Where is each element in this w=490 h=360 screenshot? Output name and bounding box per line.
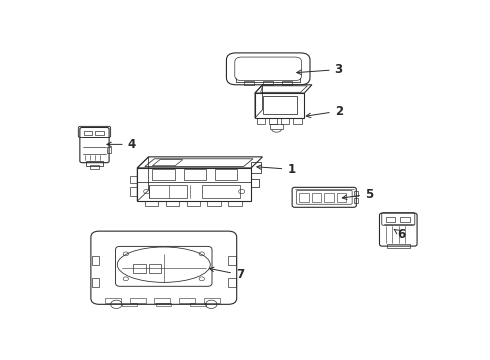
Text: 6: 6 [394, 228, 406, 241]
Bar [387, 244, 410, 248]
Bar [299, 193, 309, 202]
Bar [156, 303, 172, 306]
Bar [257, 118, 265, 124]
Bar [244, 81, 254, 85]
Bar [148, 264, 161, 273]
Bar [269, 118, 277, 124]
Bar [105, 298, 121, 303]
Bar [228, 256, 236, 265]
Bar [166, 201, 179, 206]
Bar [133, 264, 146, 273]
Bar [148, 185, 187, 198]
Bar [281, 81, 292, 85]
Text: 1: 1 [257, 163, 295, 176]
Text: 3: 3 [297, 63, 343, 76]
Text: 2: 2 [306, 105, 343, 118]
Bar [96, 131, 104, 135]
Bar [137, 168, 251, 201]
Bar [255, 93, 304, 118]
Bar [204, 298, 220, 303]
Bar [92, 256, 99, 265]
Bar [179, 298, 195, 303]
Bar [215, 169, 238, 180]
Text: 4: 4 [107, 138, 136, 151]
Bar [354, 198, 358, 203]
Bar [251, 179, 259, 187]
Bar [386, 217, 395, 222]
Text: 5: 5 [343, 188, 373, 201]
Text: 7: 7 [209, 267, 244, 281]
Bar [92, 278, 99, 287]
Bar [187, 201, 200, 206]
Bar [129, 298, 146, 303]
Bar [122, 303, 137, 306]
Bar [324, 193, 334, 202]
Bar [400, 217, 410, 222]
Bar [263, 96, 297, 114]
Bar [130, 176, 137, 183]
Bar [107, 147, 111, 153]
Bar [251, 162, 261, 174]
Bar [207, 201, 220, 206]
Bar [152, 169, 175, 180]
Bar [228, 278, 236, 287]
Bar [294, 118, 302, 124]
Bar [90, 166, 99, 169]
Bar [145, 201, 158, 206]
Bar [312, 193, 321, 202]
Bar [228, 201, 242, 206]
Bar [130, 187, 137, 195]
Bar [86, 161, 103, 166]
Bar [281, 118, 290, 124]
Bar [154, 298, 170, 303]
Bar [84, 131, 93, 135]
Bar [354, 191, 358, 196]
Bar [337, 193, 346, 202]
Bar [184, 169, 206, 180]
Bar [190, 303, 206, 306]
Bar [270, 123, 283, 129]
Bar [202, 185, 240, 198]
Bar [263, 81, 273, 85]
